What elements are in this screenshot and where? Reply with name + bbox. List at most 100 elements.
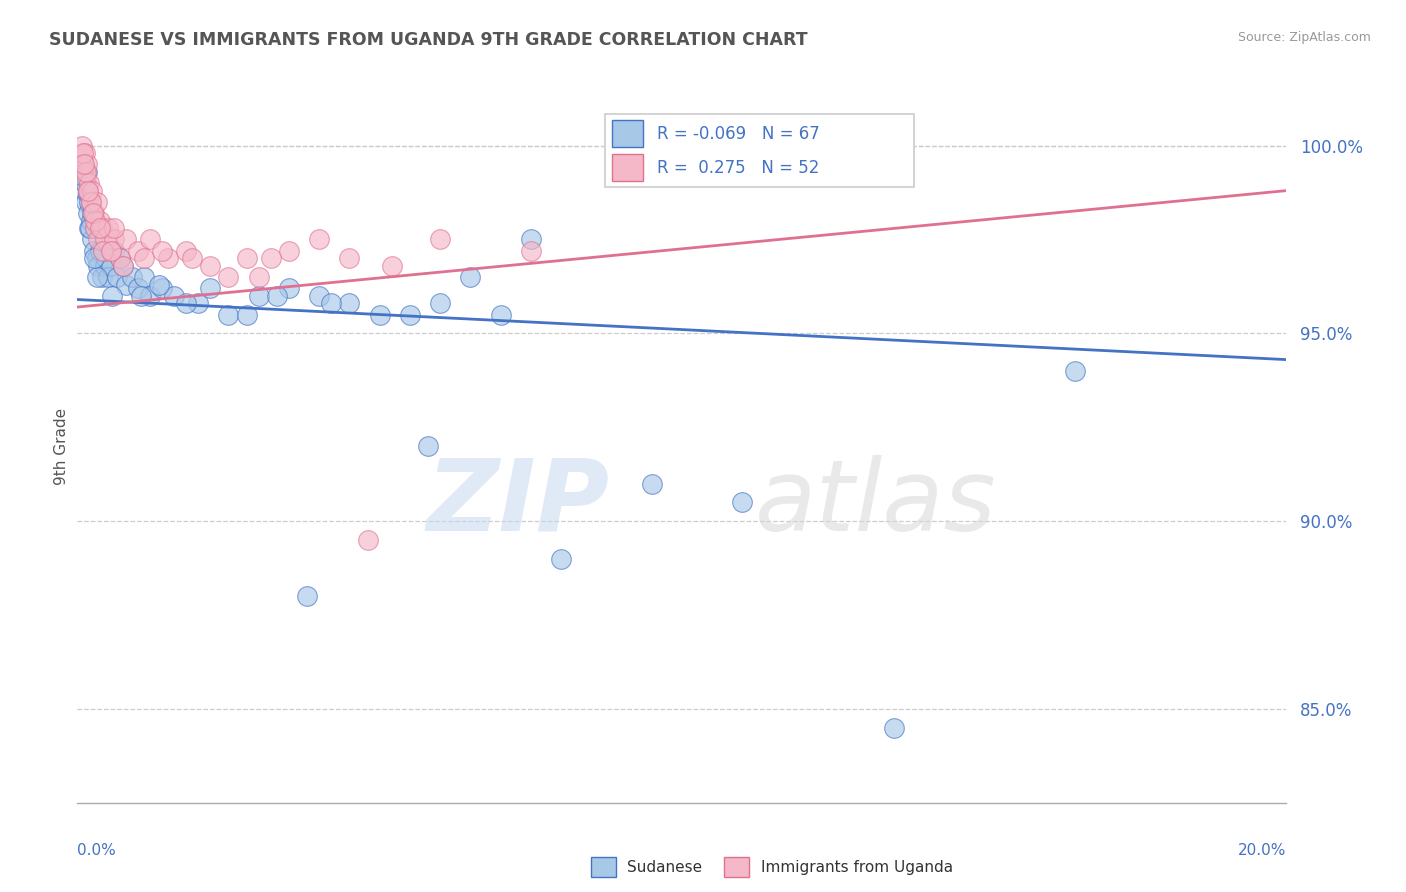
Point [1064, 364, 1087, 378]
Point [218, 270, 240, 285]
Point [77, 206, 100, 220]
Point [72, 146, 94, 161]
Point [84, 213, 107, 227]
Point [91, 244, 114, 258]
Point [111, 259, 134, 273]
Point [308, 289, 330, 303]
Point [235, 251, 257, 265]
Point [121, 270, 143, 285]
Point [79, 213, 101, 227]
Point [139, 232, 162, 246]
Point [75, 176, 97, 190]
Point [76, 184, 98, 198]
Point [82, 184, 104, 198]
Point [76, 165, 98, 179]
Point [72, 169, 94, 183]
Point [83, 206, 105, 220]
Point [187, 296, 209, 310]
Text: Sudanese: Sudanese [627, 860, 702, 874]
Point [150, 244, 173, 258]
Point [96, 251, 118, 265]
Point [114, 277, 136, 292]
Point [157, 251, 180, 265]
Text: ZIP: ZIP [426, 455, 609, 551]
Text: R =  0.275   N = 52: R = 0.275 N = 52 [657, 159, 818, 177]
Point [96, 270, 118, 285]
Point [399, 308, 422, 322]
Point [127, 244, 149, 258]
Point [80, 194, 103, 209]
Point [75, 176, 97, 190]
Point [93, 259, 115, 273]
Point [86, 270, 108, 285]
Text: Source: ZipAtlas.com: Source: ZipAtlas.com [1237, 31, 1371, 45]
Point [368, 308, 391, 322]
Point [200, 259, 222, 273]
Point [84, 221, 107, 235]
Point [458, 270, 481, 285]
Point [356, 533, 378, 547]
Point [89, 213, 111, 227]
Point [132, 270, 155, 285]
Point [73, 146, 96, 161]
Point [76, 157, 98, 171]
Point [75, 169, 97, 183]
Point [260, 251, 283, 265]
Point [86, 251, 108, 265]
Point [235, 308, 257, 322]
Point [321, 296, 343, 310]
Point [73, 157, 96, 171]
Point [87, 259, 110, 273]
Point [127, 281, 149, 295]
Point [218, 308, 240, 322]
Point [100, 244, 122, 258]
Point [103, 221, 125, 235]
Text: 0.0%: 0.0% [77, 843, 117, 858]
Point [72, 169, 94, 183]
Point [163, 289, 186, 303]
Point [520, 232, 543, 246]
Point [87, 232, 110, 246]
Point [339, 296, 360, 310]
Point [77, 194, 100, 209]
Point [103, 244, 125, 258]
Point [111, 259, 134, 273]
Point [129, 289, 152, 303]
Point [82, 232, 104, 246]
Point [247, 270, 270, 285]
Point [90, 221, 112, 235]
Point [80, 206, 103, 220]
Point [150, 281, 173, 295]
Point [103, 232, 125, 246]
Text: SUDANESE VS IMMIGRANTS FROM UGANDA 9TH GRADE CORRELATION CHART: SUDANESE VS IMMIGRANTS FROM UGANDA 9TH G… [49, 31, 808, 49]
Point [101, 289, 124, 303]
Point [883, 721, 905, 735]
Point [200, 281, 222, 295]
Y-axis label: 9th Grade: 9th Grade [53, 408, 69, 484]
Point [75, 165, 97, 179]
Point [489, 308, 512, 322]
Point [416, 439, 439, 453]
Point [174, 296, 197, 310]
Point [429, 232, 451, 246]
Point [247, 289, 270, 303]
Point [174, 244, 197, 258]
Point [550, 551, 572, 566]
Point [89, 244, 111, 258]
Point [83, 244, 105, 258]
Point [100, 244, 122, 258]
Point [139, 289, 162, 303]
Point [82, 206, 104, 220]
Point [96, 221, 118, 235]
Point [79, 221, 101, 235]
Point [84, 221, 107, 235]
Point [429, 296, 451, 310]
Point [108, 251, 131, 265]
Point [89, 221, 111, 235]
Point [90, 270, 112, 285]
Point [181, 251, 204, 265]
Point [731, 495, 754, 509]
Point [79, 176, 101, 190]
Point [132, 251, 155, 265]
Point [75, 194, 97, 209]
